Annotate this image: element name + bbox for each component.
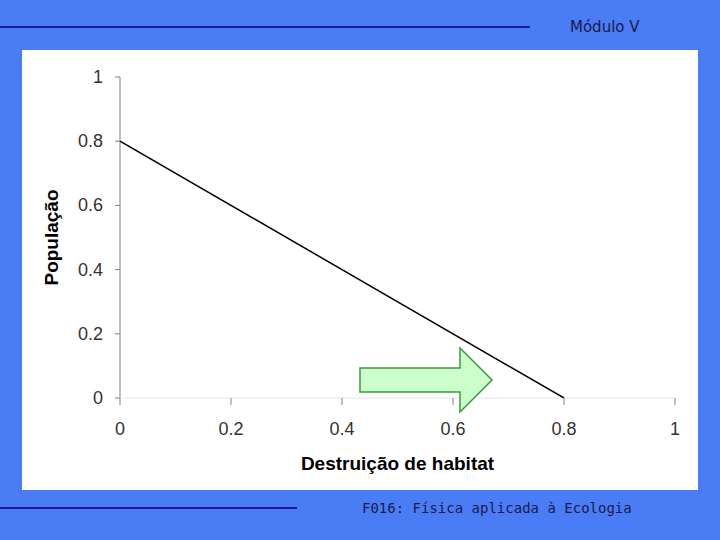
y-tick-label: 0.2: [78, 324, 103, 344]
x-tick-label: 0.6: [440, 419, 465, 439]
y-tick-label: 0.6: [78, 195, 103, 215]
y-tick: [115, 333, 120, 334]
plot-area: [120, 141, 564, 398]
x-tick-label: 0.2: [218, 419, 243, 439]
y-tick-label: 0: [93, 388, 103, 408]
y-tick: [115, 141, 120, 142]
y-tick: [115, 205, 120, 206]
y-tick-label: 0.4: [78, 260, 103, 280]
y-tick: [115, 398, 120, 399]
x-tick: [675, 398, 676, 405]
data-line: [120, 141, 564, 398]
footer-rule: [0, 507, 297, 509]
y-tick-label: 0.8: [78, 131, 103, 151]
header: Módulo V: [570, 18, 640, 36]
y-tick-label: 1: [93, 67, 103, 87]
x-tick-label: 0.8: [551, 419, 576, 439]
chart-panel: [22, 50, 698, 490]
x-axis: [120, 398, 675, 399]
x-tick: [342, 398, 343, 405]
x-tick: [231, 398, 232, 405]
y-axis: [120, 77, 121, 398]
x-tick-label: 1: [670, 419, 680, 439]
x-axis-title: Destruição de habitat: [301, 453, 495, 474]
y-axis-title: População: [41, 189, 62, 285]
footer: F016: Física aplicada à Ecologia: [362, 500, 632, 516]
x-tick-label: 0: [115, 419, 125, 439]
y-tick: [115, 77, 120, 78]
slide: Módulo V F016: Física aplicada à Ecologia…: [0, 0, 720, 540]
x-tick: [453, 398, 454, 405]
header-rule: [0, 26, 530, 28]
background: [0, 0, 720, 540]
x-tick: [564, 398, 565, 405]
y-tick: [115, 269, 120, 270]
arrow: [360, 348, 492, 412]
x-tick: [120, 398, 121, 405]
x-tick-label: 0.4: [329, 419, 354, 439]
